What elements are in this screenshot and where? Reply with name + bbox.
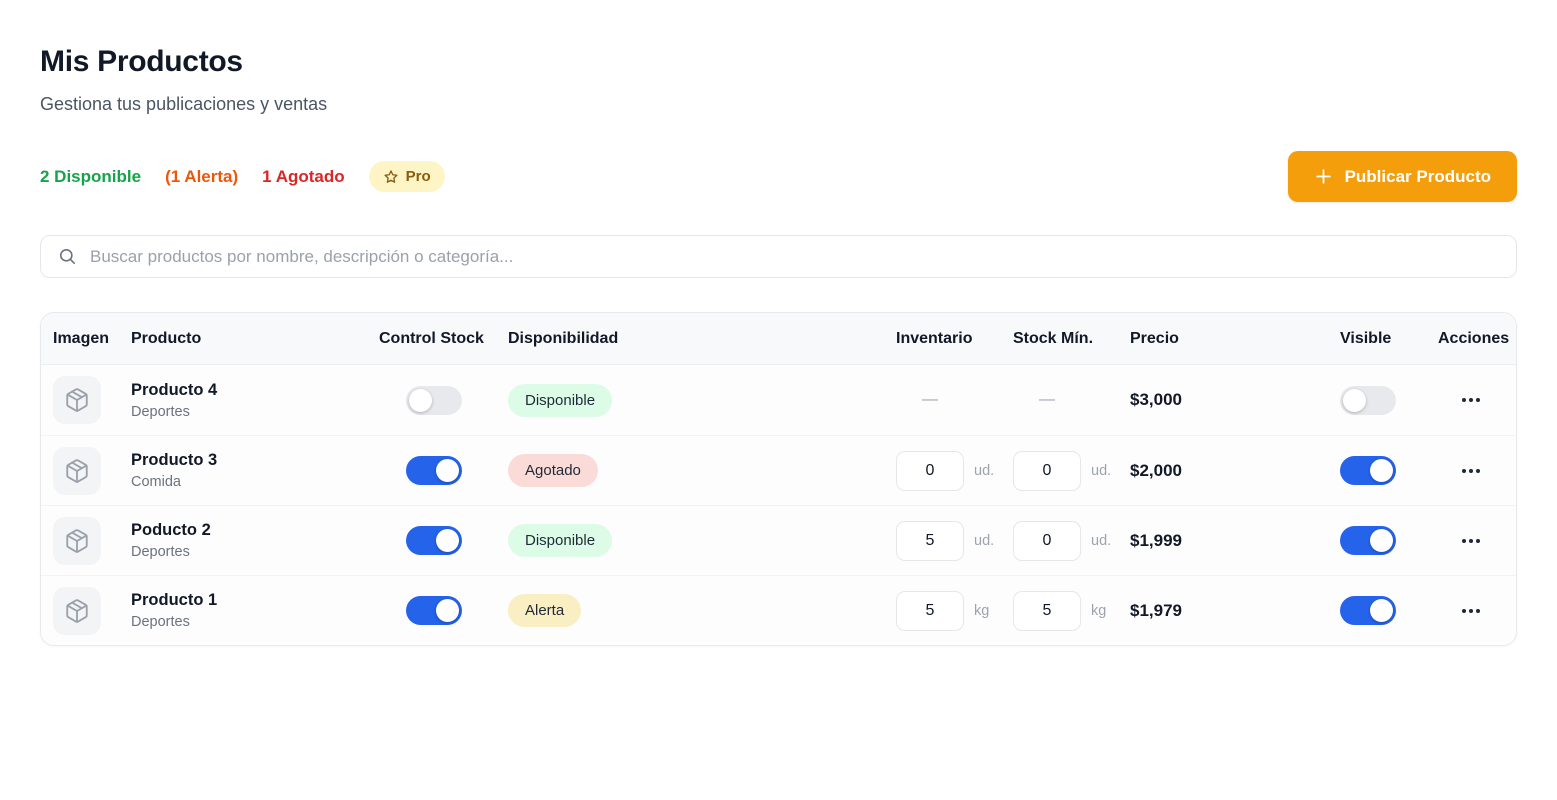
table-row: Producto 1 Deportes Alerta kg kg $1,979 [41, 575, 1516, 645]
price-value: $3,000 [1130, 390, 1182, 409]
publish-product-button[interactable]: Publicar Producto [1287, 151, 1517, 202]
product-name: Producto 1 [131, 591, 218, 609]
row-actions-button[interactable] [1458, 461, 1484, 481]
visible-toggle[interactable] [1340, 456, 1396, 485]
column-header: Control Stock [379, 329, 484, 347]
column-header: Acciones [1438, 329, 1510, 347]
toggle-knob [436, 599, 459, 622]
min-stock-unit: kg [1091, 602, 1107, 619]
products-page: Mis Productos Gestiona tus publicaciones… [40, 45, 1517, 646]
min-stock-unit: ud. [1091, 462, 1112, 479]
toggle-knob [1370, 529, 1393, 552]
product-name: Producto 4 [131, 380, 218, 399]
inventory-input[interactable] [896, 450, 964, 491]
row-actions-button[interactable] [1458, 531, 1484, 551]
product-image-placeholder [53, 446, 101, 495]
stat-soldout: 1 Agotado [262, 166, 345, 186]
inventory-cell: ud. [896, 450, 1013, 491]
min-stock-input[interactable] [1013, 520, 1081, 561]
toggle-knob [436, 459, 459, 482]
package-icon [66, 528, 88, 553]
publish-product-label: Publicar Producto [1344, 166, 1491, 186]
column-header: Stock Mín. [1013, 329, 1094, 347]
min-stock-cell: — [1013, 391, 1130, 409]
column-header: Imagen [53, 329, 110, 347]
price-value: $2,000 [1130, 460, 1182, 480]
page-subtitle: Gestiona tus publicaciones y ventas [40, 94, 328, 114]
inventory-cell: kg [896, 590, 1013, 631]
search-bar [40, 235, 1517, 278]
min-stock-cell: ud. [1013, 450, 1130, 491]
column-header: Inventario [896, 329, 973, 347]
table-body: Producto 4 Deportes Disponible — — $3,00… [41, 365, 1516, 645]
price-value: $1,999 [1130, 530, 1182, 550]
column-header: Disponibilidad [508, 329, 619, 347]
column-header: Visible [1340, 329, 1392, 347]
inventory-empty-value: — [922, 391, 938, 408]
page-title: Mis Productos [40, 45, 243, 78]
inventory-unit: ud. [974, 462, 995, 479]
control-stock-toggle[interactable] [406, 596, 462, 625]
products-table: Imagen Producto Control Stock Disponibilida… [40, 312, 1517, 646]
status-badge: Agotado [508, 454, 598, 487]
toggle-knob [1370, 599, 1393, 622]
row-actions-button[interactable] [1458, 601, 1484, 621]
table-row: Poducto 2 Deportes Disponible ud. ud. $1… [41, 505, 1516, 575]
min-stock-unit: ud. [1091, 532, 1112, 549]
status-badge: Disponible [508, 524, 613, 557]
search-input[interactable] [90, 246, 1499, 267]
inventory-input[interactable] [896, 520, 964, 561]
stat-available: 2 Disponible [40, 166, 142, 186]
product-category: Comida [131, 474, 181, 490]
min-stock-cell: ud. [1013, 520, 1130, 561]
package-icon [66, 598, 88, 623]
product-image-placeholder [53, 516, 101, 565]
toggle-knob [1343, 388, 1366, 412]
visible-toggle[interactable] [1340, 596, 1396, 625]
table-row: Producto 4 Deportes Disponible — — $3,00… [41, 365, 1516, 435]
price-value: $1,979 [1130, 600, 1182, 620]
inventory-unit: kg [974, 602, 990, 619]
pro-badge: Pro [368, 161, 445, 192]
product-category: Deportes [131, 403, 190, 420]
visible-toggle[interactable] [1340, 385, 1396, 415]
status-badge: Disponible [508, 383, 613, 417]
min-stock-input[interactable] [1013, 590, 1081, 631]
min-stock-cell: kg [1013, 590, 1130, 631]
product-name: Poducto 2 [131, 521, 211, 539]
row-actions-button[interactable] [1458, 390, 1484, 410]
product-image-placeholder [53, 376, 101, 424]
visible-toggle[interactable] [1340, 526, 1396, 555]
star-icon [384, 169, 398, 183]
column-header: Precio [1130, 329, 1179, 347]
table-row: Producto 3 Comida Agotado ud. ud. $2,000 [41, 435, 1516, 505]
inventory-cell: ud. [896, 520, 1013, 561]
control-stock-toggle[interactable] [406, 456, 462, 485]
control-stock-toggle[interactable] [406, 526, 462, 555]
inventory-unit: ud. [974, 532, 995, 549]
product-category: Deportes [131, 544, 190, 560]
column-header: Producto [131, 329, 202, 347]
toggle-knob [436, 529, 459, 552]
min-stock-empty-value: — [1039, 391, 1055, 408]
product-image-placeholder [53, 586, 101, 635]
table-header-row: Imagen Producto Control Stock Disponibilida… [41, 313, 1516, 365]
inventory-cell: — [896, 391, 1013, 409]
package-icon [66, 388, 88, 412]
toggle-knob [409, 388, 432, 412]
product-category: Deportes [131, 614, 190, 630]
control-stock-toggle[interactable] [406, 385, 462, 415]
inventory-input[interactable] [896, 590, 964, 631]
pro-badge-label: Pro [405, 168, 431, 185]
stat-alert: (1 Alerta) [165, 166, 239, 186]
product-name: Producto 3 [131, 451, 218, 469]
toggle-knob [1370, 459, 1393, 482]
package-icon [66, 458, 88, 483]
plus-icon [1315, 169, 1331, 184]
min-stock-input[interactable] [1013, 450, 1081, 491]
search-icon [59, 248, 76, 265]
status-badge: Alerta [508, 594, 582, 627]
stats-toolbar: 2 Disponible (1 Alerta) 1 Agotado Pro Pu… [40, 151, 1517, 202]
